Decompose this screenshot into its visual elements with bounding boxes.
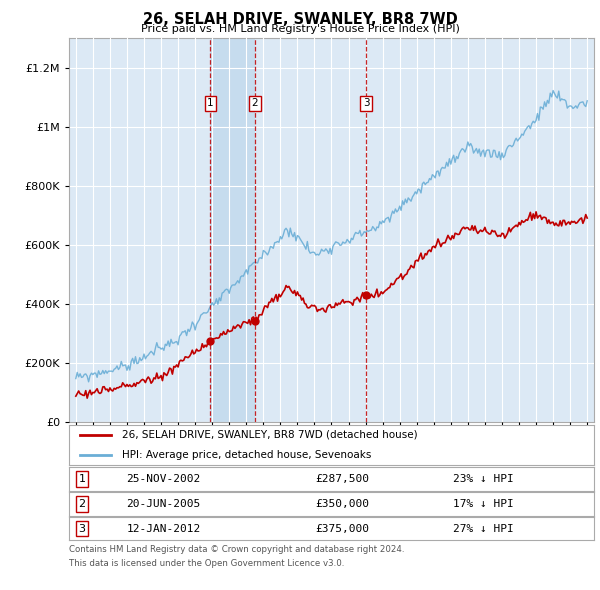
Text: 25-NOV-2002: 25-NOV-2002 — [127, 474, 200, 484]
Text: 2: 2 — [251, 99, 258, 108]
Text: 12-JAN-2012: 12-JAN-2012 — [127, 524, 200, 533]
Text: 3: 3 — [79, 524, 86, 533]
Text: 20-JUN-2005: 20-JUN-2005 — [127, 499, 200, 509]
Text: £375,000: £375,000 — [315, 524, 369, 533]
Text: 26, SELAH DRIVE, SWANLEY, BR8 7WD: 26, SELAH DRIVE, SWANLEY, BR8 7WD — [143, 12, 457, 27]
Text: 26, SELAH DRIVE, SWANLEY, BR8 7WD (detached house): 26, SELAH DRIVE, SWANLEY, BR8 7WD (detac… — [121, 430, 417, 440]
Text: Contains HM Land Registry data © Crown copyright and database right 2024.: Contains HM Land Registry data © Crown c… — [69, 545, 404, 554]
Text: Price paid vs. HM Land Registry's House Price Index (HPI): Price paid vs. HM Land Registry's House … — [140, 24, 460, 34]
Text: 27% ↓ HPI: 27% ↓ HPI — [454, 524, 514, 533]
Text: HPI: Average price, detached house, Sevenoaks: HPI: Average price, detached house, Seve… — [121, 450, 371, 460]
Bar — [211, 38, 255, 422]
Text: 1: 1 — [79, 474, 86, 484]
Text: £287,500: £287,500 — [315, 474, 369, 484]
Text: This data is licensed under the Open Government Licence v3.0.: This data is licensed under the Open Gov… — [69, 559, 344, 568]
Text: £350,000: £350,000 — [315, 499, 369, 509]
Text: 23% ↓ HPI: 23% ↓ HPI — [454, 474, 514, 484]
Text: 3: 3 — [363, 99, 370, 108]
Text: 2: 2 — [79, 499, 86, 509]
Text: 1: 1 — [207, 99, 214, 108]
Text: 17% ↓ HPI: 17% ↓ HPI — [454, 499, 514, 509]
